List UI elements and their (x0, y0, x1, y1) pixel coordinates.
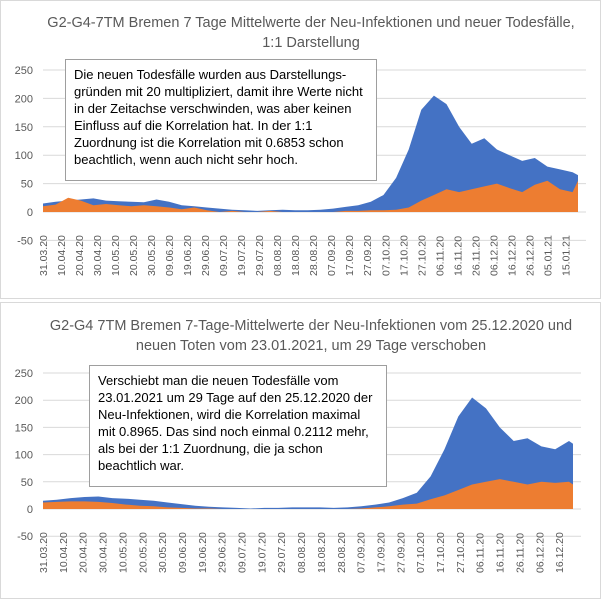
chart-panel-bottom: -50 0 50 100 150 200 250 31.03.20 10.04.20 20.04.… (0, 302, 601, 599)
infections-area (43, 397, 573, 509)
x-tick-label: 09.06.20 (164, 235, 176, 276)
chart-title-bottom: G2-G4 7TM Bremen 7-Tage-Mittelwerte der … (49, 318, 573, 354)
x-tick-label: 15.01.21 (560, 235, 572, 276)
x-tick-label: 30.05.20 (146, 235, 158, 276)
x-tick-label: 17.09.20 (375, 532, 387, 573)
y-tick-label: 150 (15, 422, 33, 434)
y-tick-label: 250 (15, 65, 33, 77)
x-tick-label: 18.08.20 (316, 532, 328, 573)
x-tick-label: 07.10.20 (380, 235, 392, 276)
y-tick-label: -50 (17, 235, 33, 247)
x-tick-label: 07.09.20 (356, 532, 368, 573)
deaths-area (43, 180, 578, 212)
y-tick-label: 100 (15, 150, 33, 162)
x-tick-label: 26.11.20 (470, 236, 482, 276)
x-tick-label: 27.10.20 (455, 532, 467, 573)
x-tick-label: 06.11.20 (475, 533, 487, 573)
chart-panel-top: -50 0 50 100 150 200 250 31.03.20 10.04.20 20.04.… (0, 0, 601, 299)
y-tick-label: 150 (15, 122, 33, 134)
x-tick-label: 27.09.20 (395, 532, 407, 573)
x-tick-label: 17.10.20 (398, 235, 410, 276)
x-tick-label: 16.11.20 (452, 236, 464, 276)
x-tick-label: 30.05.20 (157, 532, 169, 573)
y-tick-label: 0 (27, 207, 33, 219)
x-tick-label: 20.05.20 (137, 532, 149, 573)
x-tick-label: 06.12.20 (534, 532, 546, 573)
y-tick-label: 100 (15, 450, 33, 462)
x-tick-label: 05.01.21 (542, 235, 554, 276)
x-tick-label: 10.04.20 (56, 235, 68, 276)
x-tick-label: 20.05.20 (128, 235, 140, 276)
x-tick-label: 17.09.20 (344, 235, 356, 276)
x-tick-label: 19.06.20 (182, 235, 194, 276)
x-tick-label: 20.04.20 (74, 235, 86, 276)
x-tick-label: 07.09.20 (326, 235, 338, 276)
x-tick-label: 07.10.20 (415, 532, 427, 573)
x-tick-label: 29.06.20 (200, 235, 212, 276)
annotation-box-bottom: Verschiebt man die neuen Todesfälle vom … (89, 365, 387, 487)
x-tick-label: 08.08.20 (272, 235, 284, 276)
y-tick-label: 50 (21, 179, 33, 191)
chart-title-top: G2-G4-7TM Bremen 7 Tage Mittelwerte der … (47, 15, 575, 51)
x-tick-label: 19.07.20 (256, 532, 268, 573)
x-tick-label: 19.06.20 (197, 532, 209, 573)
x-tick-label: 28.08.20 (308, 235, 320, 276)
x-tick-label: 06.12.20 (488, 235, 500, 276)
x-tick-label: 10.05.20 (110, 235, 122, 276)
deaths-area (43, 479, 573, 509)
x-tick-label: 26.11.20 (514, 533, 526, 573)
x-tick-label: 29.06.20 (217, 532, 229, 573)
y-tick-label: -50 (17, 531, 33, 543)
y-tick-label: 250 (15, 368, 33, 380)
x-tick-label: 16.11.20 (495, 533, 507, 573)
x-tick-label: 31.03.20 (38, 235, 50, 276)
x-tick-label: 10.04.20 (58, 532, 70, 573)
x-tick-label: 16.12.20 (506, 235, 518, 276)
x-tick-label: 27.09.20 (362, 235, 374, 276)
x-tick-label: 30.04.20 (92, 235, 104, 276)
x-tick-label: 29.07.20 (276, 532, 288, 573)
x-tick-label: 09.06.20 (177, 532, 189, 573)
x-tick-label: 08.08.20 (296, 532, 308, 573)
x-tick-label: 26.12.20 (524, 235, 536, 276)
x-tick-label: 06.11.20 (434, 236, 446, 276)
y-tick-label: 50 (21, 477, 33, 489)
x-tick-label: 28.08.20 (336, 532, 348, 573)
x-tick-label: 10.05.20 (117, 532, 129, 573)
infections-area (43, 95, 578, 212)
x-tick-label: 31.03.20 (38, 532, 50, 573)
x-tick-label: 09.07.20 (237, 532, 249, 573)
y-tick-label: 200 (15, 395, 33, 407)
x-tick-label: 30.04.20 (98, 532, 110, 573)
x-tick-label: 20.04.20 (78, 532, 90, 573)
y-tick-label: 0 (27, 504, 33, 516)
x-tick-label: 16.12.20 (554, 532, 566, 573)
x-tick-label: 09.07.20 (218, 235, 230, 276)
x-tick-label: 29.07.20 (254, 235, 266, 276)
x-tick-label: 27.10.20 (416, 235, 428, 276)
x-tick-label: 17.10.20 (435, 532, 447, 573)
annotation-box-top: Die neuen Todesfälle wurden aus Darstell… (65, 59, 377, 181)
x-tick-label: 19.07.20 (236, 235, 248, 276)
y-tick-label: 200 (15, 93, 33, 105)
x-tick-label: 18.08.20 (290, 235, 302, 276)
